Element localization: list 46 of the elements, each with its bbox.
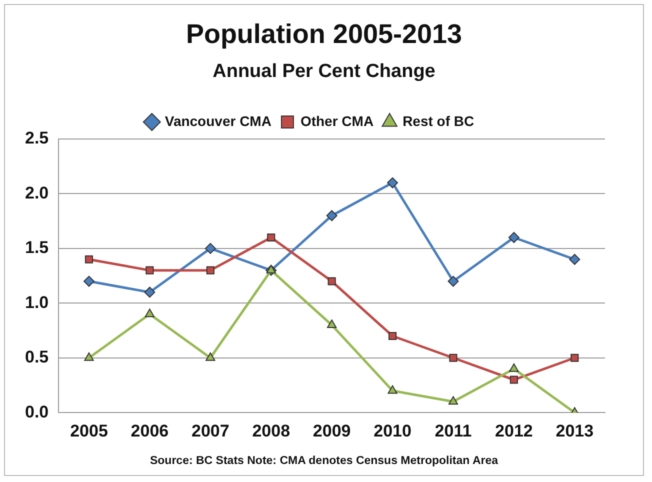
point (508, 232, 520, 243)
legend-label: Rest of BC (402, 112, 474, 129)
point (83, 276, 94, 287)
point (569, 254, 580, 265)
point (510, 376, 518, 384)
point (267, 233, 276, 242)
point (206, 266, 214, 274)
y-tick-label: 0.5 (24, 348, 49, 367)
point (388, 332, 397, 340)
x-tick-label: 2008 (252, 421, 290, 440)
point (144, 308, 155, 318)
y-tick-label: 2.0 (24, 183, 49, 202)
y-tick-label: 0.0 (24, 402, 49, 422)
point (204, 242, 216, 254)
point (448, 276, 459, 287)
legend-label: Vancouver CMA (164, 112, 272, 129)
x-tick-label: 2006 (130, 421, 169, 440)
legend-label: Other CMA (300, 112, 374, 129)
point (84, 352, 94, 361)
point (448, 396, 458, 405)
point (326, 320, 337, 328)
x-tick-label: 2010 (374, 421, 412, 440)
point (326, 210, 338, 222)
point (388, 385, 398, 394)
chart-subtitle: Annual Per Cent Change (212, 61, 436, 83)
point (328, 277, 336, 286)
point (387, 177, 398, 188)
point (206, 352, 216, 361)
point (146, 266, 154, 274)
chart-title: Population 2005-2013 (184, 19, 464, 50)
x-tick-label: 2005 (70, 421, 108, 440)
point (509, 363, 519, 372)
x-tick-label: 2007 (191, 421, 230, 440)
y-tick-label: 1.5 (24, 238, 49, 258)
x-tick-label: 2011 (434, 421, 472, 440)
y-tick-label: 2.5 (24, 128, 49, 148)
x-tick-label: 2009 (312, 421, 351, 440)
point (144, 286, 156, 298)
x-tick-label: 2012 (495, 421, 533, 440)
point (84, 255, 94, 264)
y-tick-label: 1.0 (24, 292, 49, 312)
point (449, 354, 458, 362)
x-tick-label: 2013 (556, 421, 594, 440)
point (570, 354, 579, 362)
source-note: Source: BC Stats Note: CMA denotes Census Metropolitan Area (148, 455, 500, 467)
point (266, 264, 276, 274)
